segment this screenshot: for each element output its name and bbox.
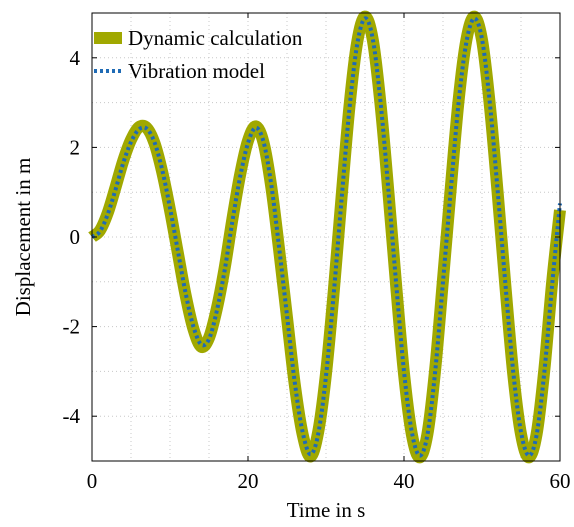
series-layer (88, 10, 566, 464)
y-tick-label: 0 (70, 225, 81, 249)
y-tick-label: 2 (70, 135, 81, 159)
x-tick-label: 40 (394, 469, 415, 493)
series-line-1 (90, 16, 562, 458)
legend: Dynamic calculation Vibration model (94, 26, 303, 83)
x-tick-label: 20 (238, 469, 259, 493)
y-tick-label: -4 (63, 404, 81, 428)
legend-label-vibration-model: Vibration model (128, 59, 265, 83)
x-tick-label: 60 (550, 469, 571, 493)
y-tick-label: 4 (70, 46, 81, 70)
ticks: 0 20 40 60 -4 -2 0 2 4 (63, 13, 571, 493)
legend-label-dynamic-calculation: Dynamic calculation (128, 26, 303, 50)
y-axis-label: Displacement in m (11, 158, 35, 317)
x-axis-label: Time in s (287, 498, 366, 522)
x-tick-label: 0 (87, 469, 98, 493)
y-tick-label: -2 (63, 315, 81, 339)
